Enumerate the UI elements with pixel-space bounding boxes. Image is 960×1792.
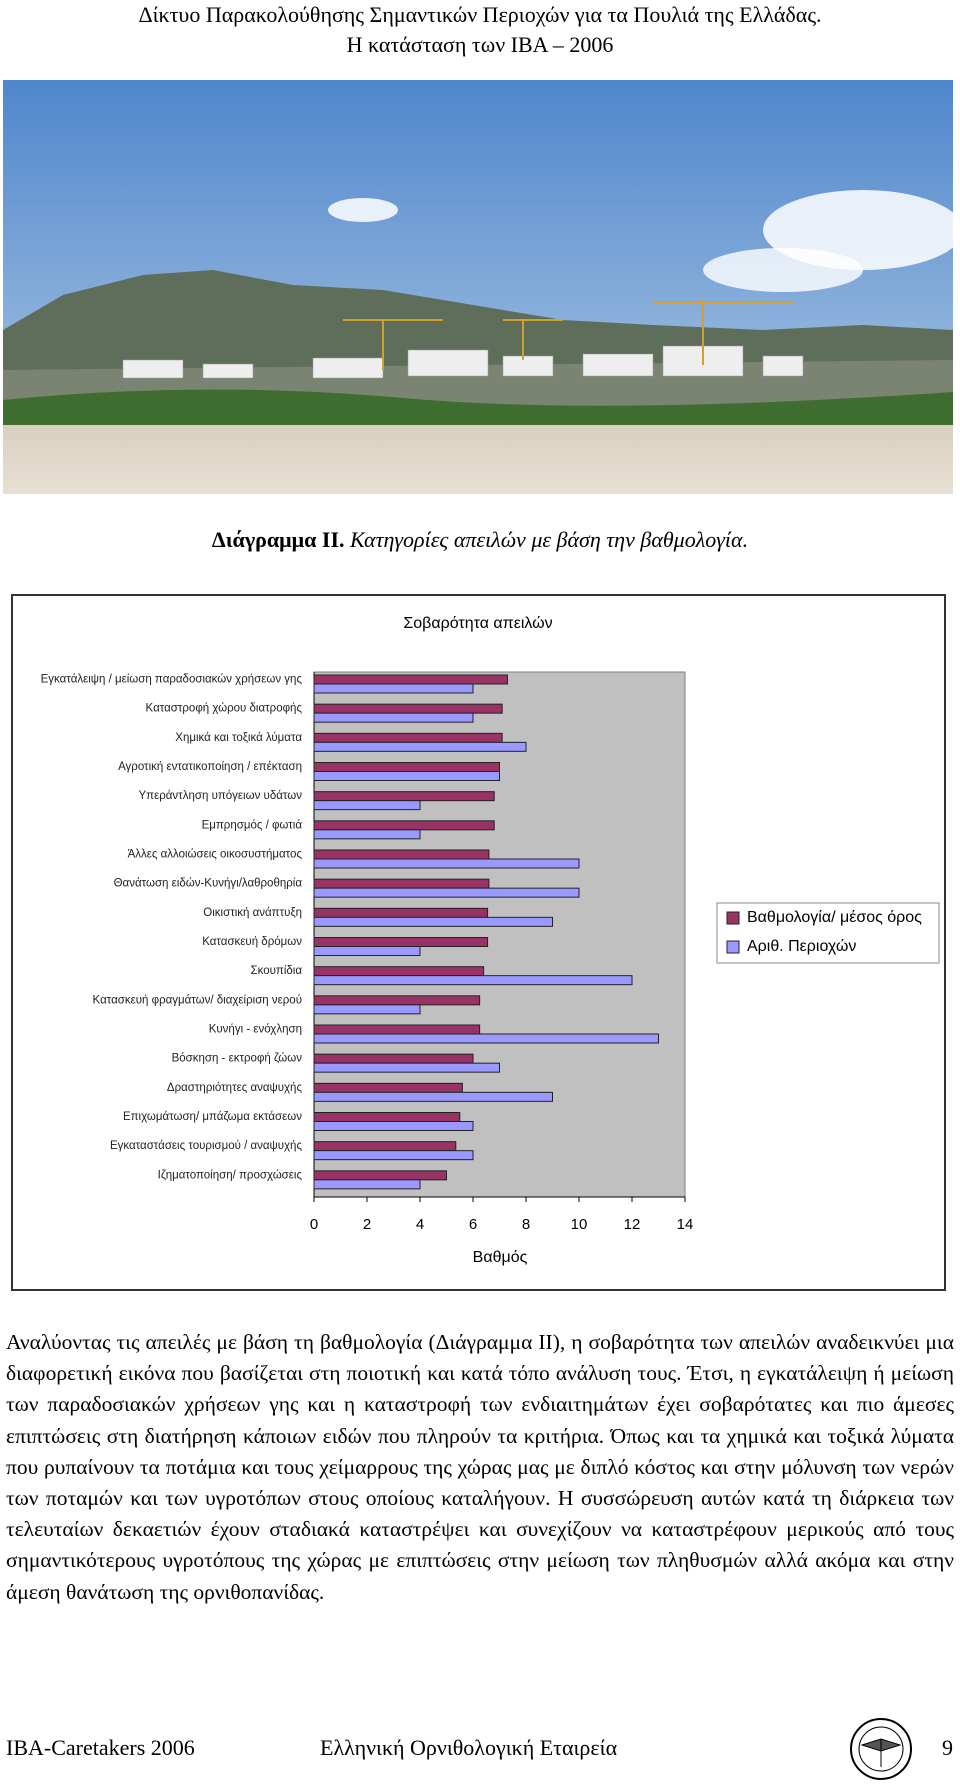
bar <box>313 1082 463 1093</box>
chart-title: Σοβαρότητα απειλών <box>403 615 552 632</box>
bar <box>313 1033 659 1044</box>
bar <box>313 966 485 977</box>
category-label: Καταστροφή χώρου διατροφής <box>146 703 303 715</box>
bar <box>313 975 633 986</box>
chart: Σοβαρότητα απειλών Βαθμός 0 2 4 6 8 10 12 14 Εγκ… <box>11 594 946 1291</box>
bar <box>313 858 580 869</box>
cloud <box>328 198 398 222</box>
x-tick-label: 14 <box>677 1216 694 1233</box>
cloud <box>703 248 863 292</box>
bar <box>313 674 508 685</box>
bar <box>313 703 503 714</box>
photo <box>3 80 953 494</box>
x-tick-label: 6 <box>469 1216 477 1233</box>
caption-label: Διάγραμμα ΙΙ. <box>211 527 345 552</box>
x-tick-label: 10 <box>571 1216 588 1233</box>
bar <box>313 741 527 752</box>
bar <box>313 1062 500 1073</box>
bar <box>313 1170 447 1181</box>
category-label: Εγκαταστάσεις τουρισμού / αναψυχής <box>110 1140 302 1152</box>
x-tick-label: 8 <box>522 1216 530 1233</box>
category-label: Εγκατάλειψη / μείωση παραδοσιακών χρήσεω… <box>41 674 303 686</box>
beach <box>3 425 953 494</box>
plot-area <box>313 671 686 1198</box>
category-label: Επιχωμάτωση/ μπάζωμα εκτάσεων <box>123 1111 302 1123</box>
x-axis-label: Βαθμός <box>473 1249 528 1266</box>
header-line: Δίκτυο Παρακολούθησης Σημαντικών Περιοχώ… <box>138 2 822 27</box>
bar <box>313 1091 553 1102</box>
legend-frame <box>716 902 940 964</box>
bar <box>313 800 421 811</box>
category-label: Βόσκηση - εκτροφή ζώων <box>172 1053 303 1065</box>
bar <box>313 829 421 840</box>
bar <box>313 907 489 918</box>
bar <box>313 937 489 947</box>
header-line: Η κατάσταση των ΙΒΑ – 2006 <box>346 32 614 57</box>
bar <box>313 820 495 831</box>
bar <box>313 791 495 802</box>
bar <box>313 1024 481 1035</box>
category-label: Ιζηματοποίηση/ προσχώσεις <box>158 1169 303 1181</box>
category-label: Υπεράντληση υπόγειων υδάτων <box>139 790 303 802</box>
bar <box>313 1004 421 1015</box>
bar <box>313 1053 474 1064</box>
category-label: Οικιστική ανάπτυξη <box>203 907 302 919</box>
bar <box>313 946 421 956</box>
category-label: Αγροτική εντατικοποίηση / επέκταση <box>118 761 302 773</box>
bar <box>313 887 580 898</box>
bar <box>313 683 474 694</box>
cranes <box>343 300 793 370</box>
footer-page: 9 <box>942 1735 953 1760</box>
category-label: Σκουπίδια <box>251 965 303 977</box>
category-label: Θανάτωση ειδών-Κυνήγι/λαθροθηρία <box>114 878 303 890</box>
footer-left: IBA-Caretakers 2006 <box>6 1735 195 1760</box>
category-label: Εμπρησμός / φωτιά <box>202 819 303 831</box>
shrubs <box>3 389 953 430</box>
bar <box>313 849 490 860</box>
legend-swatch <box>726 911 740 925</box>
caption: Διάγραμμα ΙΙ. Κατηγορίες απειλών με βάση… <box>0 527 960 553</box>
x-tick-label: 12 <box>624 1216 641 1233</box>
legend-label: Βαθμολογία/ μέσος όρος <box>747 909 922 926</box>
category-label: Κατασκευή δρόμων <box>202 936 302 948</box>
bar <box>313 878 490 889</box>
category-label: Κατασκευή φραγμάτων/ διαχείριση νερού <box>93 994 302 1006</box>
bar <box>313 1121 474 1131</box>
bar <box>313 762 500 772</box>
footer-center: Ελληνική Ορνιθολογική Εταιρεία <box>320 1735 618 1760</box>
x-tick-label: 2 <box>363 1216 371 1233</box>
bar <box>313 712 474 723</box>
x-tick-label: 0 <box>310 1216 318 1233</box>
category-label: Δραστηριότητες αναψυχής <box>167 1082 303 1094</box>
bar <box>313 995 481 1006</box>
bar <box>313 1141 457 1152</box>
category-label: Κυνήγι - ενόχληση <box>209 1024 302 1036</box>
bar <box>313 1112 461 1122</box>
buildings <box>122 345 804 379</box>
legend-swatch <box>726 940 740 954</box>
bar <box>313 732 503 743</box>
x-tick-label: 4 <box>416 1216 424 1233</box>
caption-text: Κατηγορίες απειλών με βάση την βαθμολογί… <box>350 527 749 552</box>
bar <box>313 771 500 781</box>
logo <box>850 1718 912 1780</box>
category-label: Άλλες αλλοιώσεις οικοσυστήματος <box>128 849 303 861</box>
bar <box>313 1150 474 1161</box>
legend-label: Αριθ. Περιοχών <box>747 938 856 955</box>
paragraph: Αναλύοντας τις απειλές με βάση τη βαθμολ… <box>6 1330 954 1604</box>
category-label: Χημικά και τοξικά λύματα <box>175 732 302 744</box>
bar <box>313 1179 421 1190</box>
bar <box>313 916 553 927</box>
